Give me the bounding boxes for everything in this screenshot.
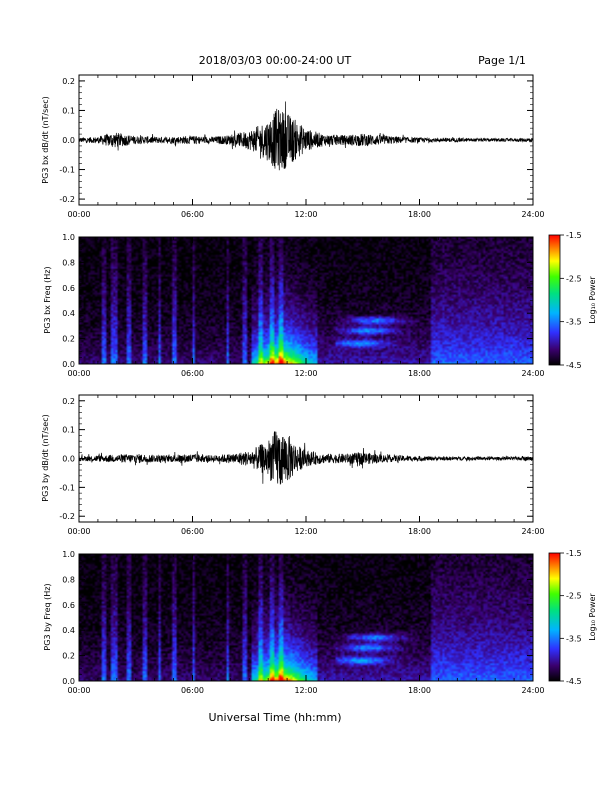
bx-dbdt-trace — [78, 101, 534, 171]
colorbar-tick-label: -4.5 — [566, 677, 582, 686]
x-tick-label: 06:00 — [181, 527, 204, 536]
y-tick-label: 0.4 — [62, 309, 75, 318]
colorbar-tick-label: -3.5 — [566, 318, 582, 327]
bx-colorbar — [548, 234, 561, 366]
colorbar-tick-label: -2.5 — [566, 274, 582, 283]
x-tick-label: 18:00 — [408, 527, 431, 536]
x-tick-label: 18:00 — [408, 369, 431, 378]
y-tick-label: 0.1 — [62, 106, 75, 115]
x-tick-label: 24:00 — [521, 527, 544, 536]
y-tick-label: 0.2 — [62, 652, 75, 661]
x-tick-label: 18:00 — [408, 210, 431, 219]
y-tick-label: -0.1 — [59, 166, 75, 175]
x-tick-label: 06:00 — [181, 369, 204, 378]
x-tick-label: 12:00 — [294, 369, 317, 378]
colorbar-tick-label: -1.5 — [566, 549, 582, 558]
y-tick-label: 0.0 — [62, 136, 75, 145]
by-dbdt-trace — [78, 430, 534, 485]
y-tick-label: 0.1 — [62, 426, 75, 435]
y-tick-label: 0.6 — [62, 601, 75, 610]
y-tick-label: 0.4 — [62, 626, 75, 635]
x-tick-label: 12:00 — [294, 210, 317, 219]
by-spectrogram-image — [79, 554, 533, 681]
bx-spectrogram-image — [79, 237, 533, 364]
x-tick-label: 24:00 — [521, 210, 544, 219]
by-dbdt-ylabel: PG3 by dB/dt (nT/sec) — [41, 414, 50, 501]
colorbar-tick-label: -3.5 — [566, 634, 582, 643]
y-tick-label: -0.1 — [59, 483, 75, 492]
x-tick-label: 00:00 — [67, 369, 90, 378]
y-tick-label: -0.2 — [59, 512, 75, 521]
bx-dbdt-ylabel: PG3 bx dB/dt (nT/sec) — [41, 96, 50, 183]
series-line — [78, 430, 534, 485]
bx-colorbar-label: Log₁₀ Power — [588, 276, 597, 324]
y-tick-label: 0.0 — [62, 360, 75, 369]
x-tick-label: 00:00 — [67, 686, 90, 695]
y-tick-label: 0.0 — [62, 677, 75, 686]
x-tick-label: 24:00 — [521, 369, 544, 378]
x-tick-label: 24:00 — [521, 686, 544, 695]
x-tick-label: 12:00 — [294, 527, 317, 536]
by-colorbar — [548, 552, 561, 682]
x-tick-label: 00:00 — [67, 210, 90, 219]
y-tick-label: 1.0 — [62, 550, 75, 559]
x-tick-label: 12:00 — [294, 686, 317, 695]
y-tick-label: 0.2 — [62, 77, 75, 86]
bx-spectrogram-panel: 00:00 06:00 12:00 18:00 24:00 1.0 0.8 0.6 0.4 0.2… — [43, 231, 597, 378]
page-indicator: Page 1/1 — [478, 54, 526, 67]
bx-spectrogram-ylabel: PG3 bx Freq (Hz) — [43, 266, 52, 333]
y-tick-label: 0.6 — [62, 284, 75, 293]
by-spectrogram-axes: 00:00 06:00 12:00 18:00 24:00 1.0 0.8 0.6 0.4 0.2… — [62, 550, 544, 695]
x-tick-label: 06:00 — [181, 210, 204, 219]
by-colorbar-ticks: -1.5 -2.5 -3.5 -4.5 — [560, 549, 582, 686]
colorbar-tick-label: -1.5 — [566, 231, 582, 240]
colorbar-tick-label: -4.5 — [566, 361, 582, 370]
y-tick-label: 0.8 — [62, 575, 75, 584]
by-spectrogram-ylabel: PG3 by Freq (Hz) — [43, 583, 52, 650]
x-tick-label: 00:00 — [67, 527, 90, 536]
y-tick-label: 0.2 — [62, 397, 75, 406]
bx-dbdt-panel: 00:00 06:00 12:00 18:00 24:00 0.2 0.1 0.0 -0.1 -0… — [41, 74, 545, 219]
by-dbdt-panel: 00:00 06:00 12:00 18:00 24:00 0.2 0.1 0.0 -0.1 -0… — [41, 394, 545, 536]
bx-colorbar-ticks: -1.5 -2.5 -3.5 -4.5 — [560, 231, 582, 370]
bx-dbdt-axes: 00:00 06:00 12:00 18:00 24:00 0.2 0.1 0.0 -0.1 -0… — [59, 74, 545, 219]
by-spectrogram-panel: 00:00 06:00 12:00 18:00 24:00 1.0 0.8 0.6 0.4 0.2… — [43, 549, 597, 695]
y-tick-label: 0.8 — [62, 258, 75, 267]
y-tick-label: -0.2 — [59, 195, 75, 204]
x-tick-label: 18:00 — [408, 686, 431, 695]
x-axis-title: Universal Time (hh:mm) — [209, 711, 342, 724]
y-tick-label: 1.0 — [62, 233, 75, 242]
series-line — [78, 101, 534, 171]
y-tick-label: 0.2 — [62, 335, 75, 344]
by-colorbar-label: Log₁₀ Power — [588, 593, 597, 641]
y-tick-label: 0.0 — [62, 455, 75, 464]
colorbar-tick-label: -2.5 — [566, 592, 582, 601]
x-tick-label: 06:00 — [181, 686, 204, 695]
figure-title: 2018/03/03 00:00-24:00 UT — [199, 54, 352, 67]
by-dbdt-axes: 00:00 06:00 12:00 18:00 24:00 0.2 0.1 0.0 -0.1 -0… — [59, 394, 545, 536]
bx-spectrogram-axes: 00:00 06:00 12:00 18:00 24:00 1.0 0.8 0.6 0.4 0.2… — [62, 233, 544, 378]
